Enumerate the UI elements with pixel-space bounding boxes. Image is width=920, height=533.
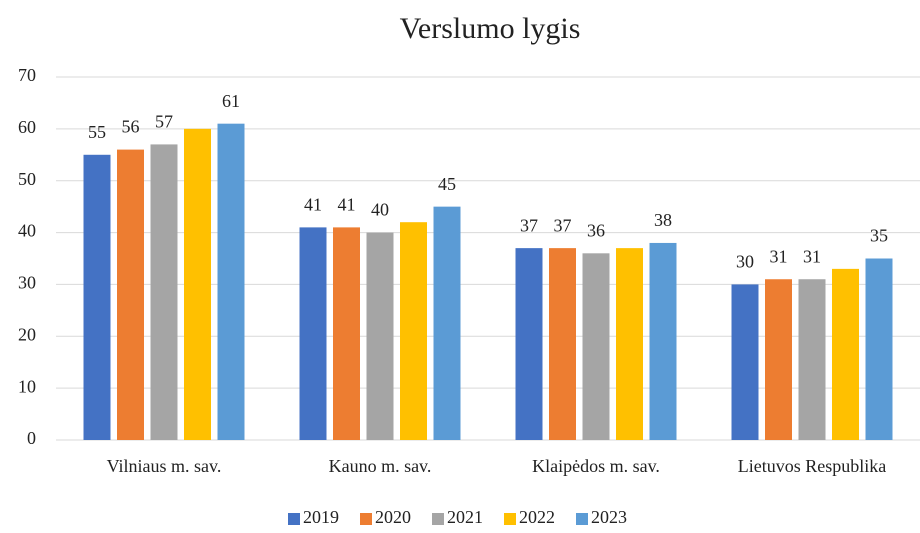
x-tick-label: Kauno m. sav. — [329, 456, 432, 476]
data-label: 56 — [122, 117, 140, 137]
legend-label: 2020 — [375, 507, 411, 527]
bar — [515, 248, 543, 440]
data-label: 41 — [338, 195, 356, 215]
legend-swatch — [504, 513, 516, 525]
bar — [400, 222, 427, 440]
bar — [549, 248, 576, 440]
bar — [765, 279, 792, 440]
y-tick-label: 30 — [18, 273, 36, 293]
bar — [582, 253, 610, 440]
y-tick-label: 50 — [18, 169, 36, 189]
data-label: 36 — [587, 220, 605, 240]
legend-swatch — [432, 513, 444, 525]
legend-swatch — [360, 513, 372, 525]
data-label: 37 — [554, 215, 572, 235]
legend-label: 2023 — [591, 507, 627, 527]
bar — [184, 128, 211, 440]
x-tick-label: Klaipėdos m. sav. — [532, 456, 660, 476]
bar — [366, 232, 394, 440]
bar — [333, 227, 360, 440]
x-tick-label: Vilniaus m. sav. — [107, 456, 222, 476]
legend-swatch — [288, 513, 300, 525]
bar — [217, 123, 245, 441]
legend-label: 2021 — [447, 507, 483, 527]
bar — [117, 149, 144, 440]
bar — [83, 154, 111, 441]
legend-label: 2019 — [303, 507, 339, 527]
data-label: 31 — [803, 246, 821, 266]
y-tick-label: 40 — [18, 221, 36, 241]
bar — [649, 242, 677, 440]
bar — [865, 258, 893, 440]
bar — [150, 144, 178, 440]
data-label: 31 — [770, 246, 788, 266]
data-label: 57 — [155, 112, 173, 132]
bar — [299, 227, 327, 440]
bar — [616, 248, 643, 440]
legend-label: 2022 — [519, 507, 555, 527]
bar — [433, 206, 461, 440]
bar — [798, 279, 826, 440]
y-tick-label: 60 — [18, 117, 36, 137]
data-label: 41 — [304, 195, 322, 215]
y-tick-label: 0 — [27, 428, 36, 448]
x-tick-label: Lietuvos Respublika — [738, 456, 886, 476]
chart-title: Verslumo lygis — [400, 12, 581, 45]
data-label: 61 — [222, 91, 240, 111]
bar — [731, 284, 759, 440]
data-label: 40 — [371, 200, 389, 220]
y-tick-label: 10 — [18, 376, 36, 396]
data-label: 38 — [654, 210, 672, 230]
data-label: 55 — [88, 122, 106, 142]
data-label: 37 — [520, 215, 538, 235]
data-label: 35 — [870, 226, 888, 246]
legend-swatch — [576, 513, 588, 525]
data-label: 45 — [438, 174, 456, 194]
data-label: 30 — [736, 252, 754, 272]
y-tick-label: 20 — [18, 324, 36, 344]
bar — [832, 268, 859, 440]
y-tick-label: 70 — [18, 65, 36, 85]
